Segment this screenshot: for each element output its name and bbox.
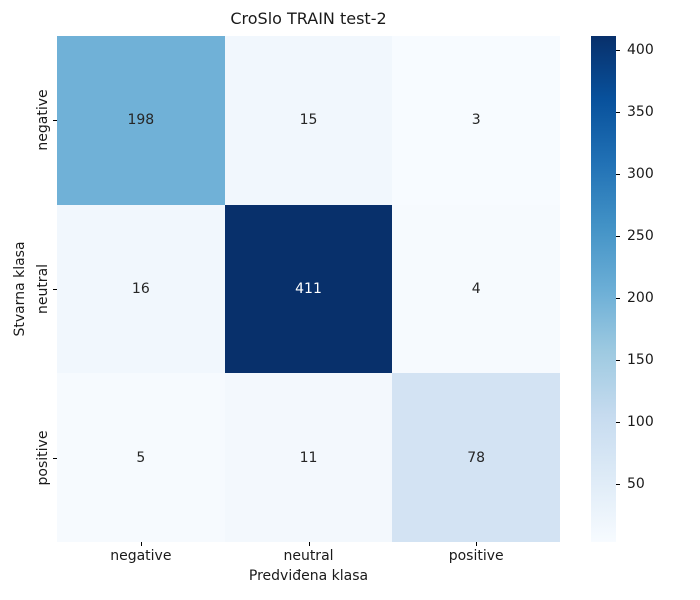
y-tick-mark (53, 457, 57, 459)
colorbar: 50 100 150 200 250 300 350 400 (591, 36, 700, 542)
heatmap-cell: 16 (57, 204, 225, 374)
heatmap-cell: 198 (57, 36, 225, 205)
x-axis-tick-labels: negative neutral positive (57, 548, 560, 566)
colorbar-tick-label: 350 (627, 103, 654, 120)
colorbar-tick-mark (616, 483, 620, 485)
x-tick-label: negative (110, 548, 172, 564)
heatmap-cell: 78 (392, 373, 560, 542)
colorbar-tick-label: 200 (627, 289, 654, 306)
x-tick-mark (308, 542, 310, 546)
colorbar-tick-label: 100 (627, 413, 654, 430)
x-tick-mark (476, 542, 478, 546)
colorbar-tick-mark (616, 111, 620, 113)
x-axis-label: Predviđena klasa (248, 568, 369, 584)
colorbar-tick-label: 300 (627, 165, 654, 182)
x-tick-label: positive (448, 548, 504, 564)
colorbar-tick-label: 50 (627, 475, 645, 492)
x-axis-tick-marks (57, 542, 560, 546)
heatmap-cell: 3 (392, 36, 560, 205)
colorbar-tick-label: 150 (627, 351, 654, 368)
chart-title: CroSlo TRAIN test-2 (230, 9, 387, 28)
colorbar-tick-mark (616, 235, 620, 237)
heatmap-cell: 15 (224, 36, 393, 205)
heatmap-cell: 5 (57, 373, 225, 542)
y-tick-mark (53, 289, 57, 290)
colorbar-gradient (591, 36, 616, 542)
heatmap-cell: 11 (224, 373, 393, 542)
colorbar-tick-mark (616, 359, 620, 361)
colorbar-tick-label: 250 (627, 227, 654, 244)
colorbar-tick-mark (616, 173, 620, 175)
heatmap-cell: 4 (392, 204, 560, 374)
heatmap-plot: 198 15 3 16 411 4 5 11 78 (57, 36, 560, 542)
y-tick-label: neutral (35, 263, 51, 315)
colorbar-tick-label: 400 (627, 41, 654, 58)
colorbar-tick-mark (616, 297, 620, 299)
y-tick-mark (53, 120, 57, 122)
x-tick-mark (140, 542, 142, 546)
colorbar-tick-mark (616, 421, 620, 423)
y-tick-label: negative (35, 89, 51, 151)
heatmap-cell: 411 (224, 204, 393, 374)
x-tick-label: neutral (283, 548, 334, 564)
y-axis-ticks: negative neutral positive (0, 36, 57, 542)
y-tick-label: positive (35, 430, 51, 486)
colorbar-tick-mark (616, 49, 620, 51)
